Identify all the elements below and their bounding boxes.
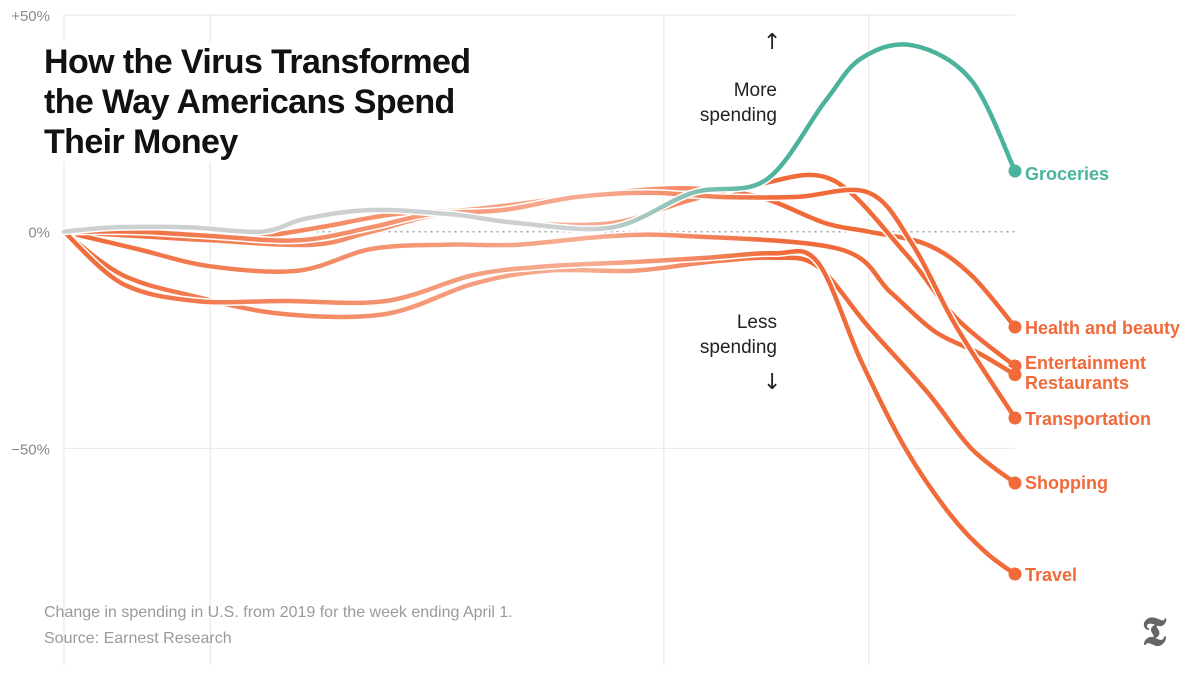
chart-source: Source: Earnest Research: [44, 630, 232, 647]
series-end-labels: Groceries Health and beauty EntertainmentR…: [1025, 164, 1180, 585]
more-spending-annotation: More spending: [680, 78, 777, 128]
chart-title: How the Virus Transformed the Way Americ…: [44, 42, 524, 162]
title-line-2: the Way Americans Spend: [44, 83, 455, 121]
end-label-groceries: Groceries: [1025, 164, 1109, 184]
series-line-restaurants: [61, 229, 1018, 377]
series-line-transportation: [61, 187, 1018, 421]
y-axis: +50% 0% −50%: [11, 8, 50, 458]
endpoint-marker-groceries: [1008, 164, 1022, 178]
endpoint-marker-shopping: [1008, 476, 1022, 490]
title-line-1: How the Virus Transformed: [44, 43, 471, 81]
y-tick-label-1: 0%: [28, 225, 50, 242]
series-halo-travel: [60, 227, 1019, 578]
end-label-entertainment: Entertainment: [1025, 353, 1146, 373]
more-spending-label: spending: [699, 105, 777, 126]
end-label-health-and-beauty: Health and beauty: [1025, 318, 1180, 338]
y-tick-label-0: +50%: [11, 8, 50, 25]
series-line-health-and-beauty: [61, 185, 1018, 330]
endpoint-marker-travel: [1008, 567, 1022, 581]
down-arrow-icon: ↓: [763, 370, 782, 395]
newspaper-logo-icon: 𝕿: [1141, 608, 1167, 655]
y-tick-label-2: −50%: [11, 441, 50, 458]
end-label-travel: Travel: [1025, 565, 1077, 585]
series-halo-health-and-beauty: [60, 184, 1019, 331]
end-label-restaurants: Restaurants: [1025, 373, 1129, 393]
more-label: More: [733, 80, 777, 101]
title-line-3: Their Money: [44, 123, 238, 161]
endpoint-marker-health-and-beauty: [1008, 320, 1022, 334]
endpoint-marker-transportation: [1008, 411, 1022, 425]
less-label: Less: [736, 312, 777, 333]
endpoint-marker-restaurants: [1008, 368, 1022, 382]
end-label-shopping: Shopping: [1025, 473, 1108, 493]
less-spending-label: spending: [699, 337, 777, 358]
series-line-travel: [61, 229, 1018, 577]
up-arrow-icon: ↑: [763, 30, 782, 55]
chart-subtitle: Change in spending in U.S. from 2019 for…: [44, 604, 513, 621]
less-spending-annotation: Less spending: [680, 310, 777, 360]
series-line-groceries: [61, 42, 1018, 235]
end-label-transportation: Transportation: [1025, 409, 1151, 429]
series-lines: [60, 40, 1022, 581]
